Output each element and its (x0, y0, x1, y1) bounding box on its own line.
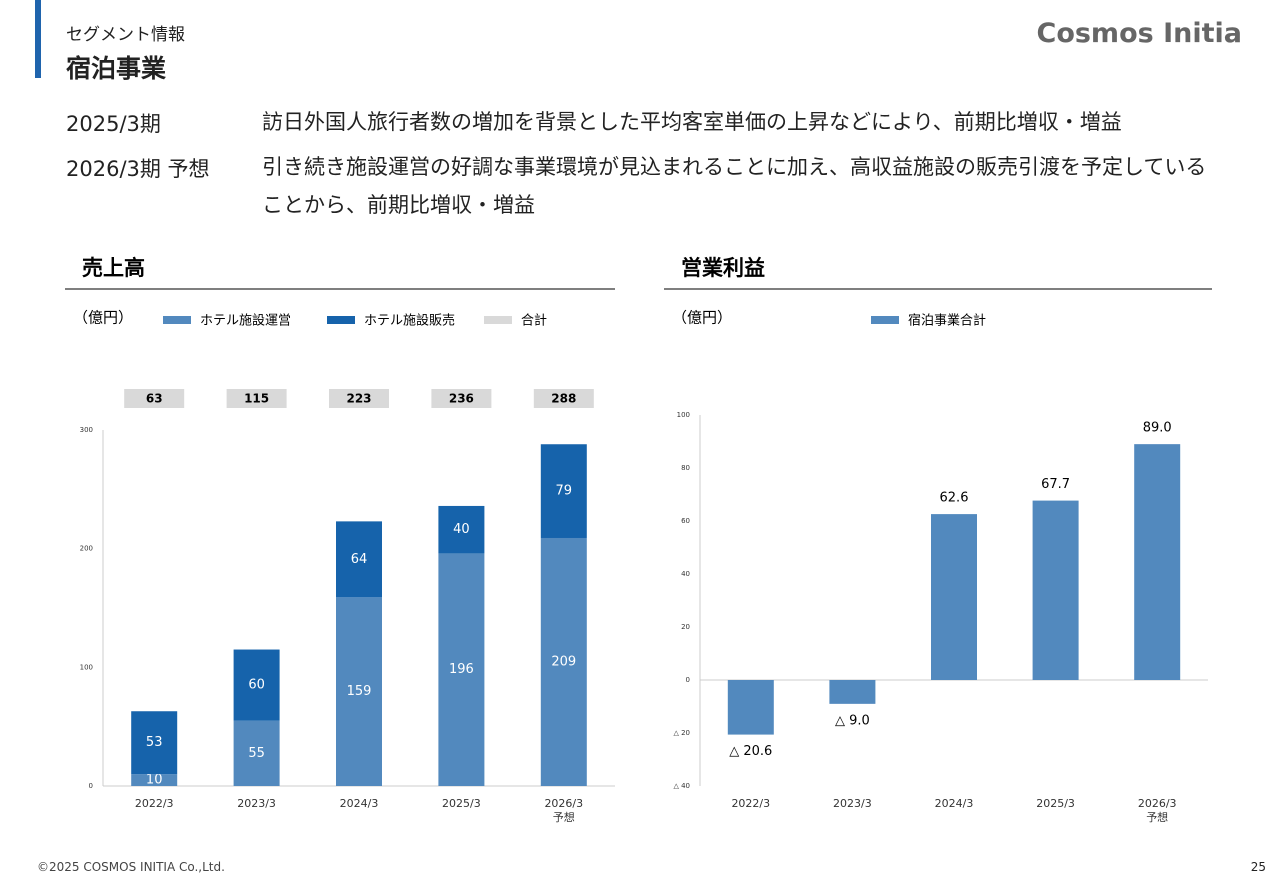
copyright: ©2025 COSMOS INITIA Co.,Ltd. (37, 860, 225, 874)
bar-segment (131, 711, 178, 775)
y-tick-label: 300 (80, 426, 93, 434)
subtitle: セグメント情報 (66, 25, 185, 45)
y-tick-label: 20 (681, 623, 690, 631)
logo: Cosmos Initia (1036, 18, 1243, 49)
legend-swatch (484, 316, 512, 324)
total-label: 115 (244, 392, 269, 406)
y-tick-label: △ 40 (673, 782, 690, 790)
page-number: 25 (1250, 860, 1266, 874)
y-tick-label: 40 (681, 570, 690, 578)
data-label: 62.6 (940, 491, 969, 506)
data-label: 67.7 (1041, 477, 1070, 492)
y-tick-label: 100 (677, 411, 690, 419)
total-box (124, 389, 185, 408)
x-tick-label: 2023/3 (833, 797, 872, 810)
bar-segment (233, 720, 280, 786)
data-label: 196 (449, 662, 474, 677)
bar-segment (336, 521, 382, 598)
data-label: 10 (146, 773, 163, 788)
x-tick-label: 2025/3 (442, 797, 481, 810)
data-label: 89.0 (1143, 421, 1172, 436)
title: 宿泊事業 (66, 54, 167, 83)
bar-segment (540, 537, 587, 786)
x-tick-label: 2026/3 予想 (1137, 797, 1177, 824)
unit-label: （億円） (672, 309, 732, 327)
y-tick-label: 80 (681, 464, 690, 472)
legend-swatch (871, 316, 899, 324)
y-tick-label: 60 (681, 517, 690, 525)
x-tick-label: 2022/3 (134, 797, 174, 810)
data-label: 209 (551, 654, 576, 669)
data-label: 60 (248, 678, 265, 693)
data-label: 159 (347, 684, 372, 699)
legend-label: ホテル施設販売 (364, 313, 455, 329)
total-box (329, 389, 389, 408)
x-tick-label: 2024/3 (339, 797, 379, 810)
data-label: 53 (146, 735, 163, 750)
bar-segment (438, 553, 485, 786)
y-tick-label: 100 (80, 663, 93, 671)
x-tick-label: 2022/3 (731, 797, 771, 810)
note-label: 2025/3期 (66, 112, 161, 136)
bar-segment (336, 597, 382, 786)
data-label: 64 (351, 552, 368, 567)
bar (829, 680, 876, 704)
total-box (431, 389, 492, 408)
bar-segment (438, 505, 485, 554)
data-label: △ 20.6 (729, 744, 772, 759)
note-text: 訪日外国人旅行者数の増加を背景とした平均客室単価の上昇などにより、前期比増収・増… (262, 110, 1122, 134)
x-tick-label: 2024/3 (934, 797, 974, 810)
total-box (533, 389, 594, 408)
legend-swatch (327, 316, 355, 324)
data-label: 40 (453, 522, 470, 537)
bar (931, 514, 977, 680)
total-label: 288 (551, 392, 576, 406)
legend-swatch (163, 316, 191, 324)
note-text: 引き続き施設運営の好調な事業環境が見込まれることに加え、高収益施設の販売引渡を予… (262, 155, 1207, 217)
x-tick-label: 2023/3 (237, 797, 276, 810)
bar (1134, 444, 1181, 680)
y-tick-label: 0 (686, 676, 690, 684)
legend-label: 宿泊事業合計 (908, 313, 986, 329)
bar (727, 680, 774, 735)
note-label: 2026/3期 予想 (66, 157, 210, 181)
total-label: 236 (449, 392, 474, 406)
total-box (226, 389, 287, 408)
total-label: 63 (146, 392, 163, 406)
x-tick-label: 2026/3 予想 (544, 797, 584, 824)
y-tick-label: △ 20 (673, 729, 690, 737)
unit-label: （億円） (73, 309, 133, 327)
y-tick-label: 0 (89, 782, 93, 790)
bar-segment (540, 444, 587, 538)
total-label: 223 (346, 392, 371, 406)
chart-title: 売上高 (82, 256, 145, 280)
bar (1032, 500, 1079, 680)
legend-label: ホテル施設運営 (200, 313, 291, 329)
bar-segment (233, 649, 280, 721)
bar-segment (131, 774, 178, 786)
chart-title: 営業利益 (681, 256, 765, 280)
legend-label: 合計 (521, 313, 547, 329)
data-label: 55 (248, 746, 265, 761)
accent-bar (35, 0, 41, 78)
x-tick-label: 2025/3 (1036, 797, 1075, 810)
data-label: △ 9.0 (835, 713, 870, 728)
y-tick-label: 200 (80, 545, 93, 553)
data-label: 79 (556, 484, 573, 499)
